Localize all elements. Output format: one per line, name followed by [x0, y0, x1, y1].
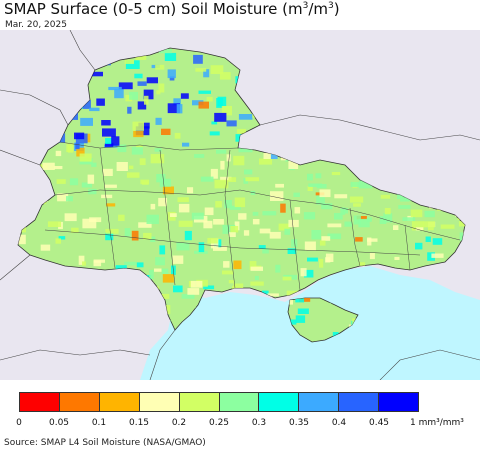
legend-swatch-5 — [219, 393, 260, 411]
legend-tick-8: 0.4 — [331, 418, 347, 428]
legend-swatch-1 — [59, 393, 100, 411]
region-borders — [44, 141, 461, 291]
legend-tick-4: 0.2 — [171, 418, 187, 428]
legend-swatch-2 — [99, 393, 140, 411]
neighbor-borders — [0, 30, 480, 380]
map-date: Mar. 20, 2025 — [5, 20, 67, 30]
colorbar-unit: 1 mm³/mm³ — [410, 418, 464, 428]
colorbar-ticks: 0 0.05 0.1 0.15 0.2 0.25 0.3 0.35 0.4 0.45 — [0, 418, 480, 432]
legend-tick-2: 0.1 — [91, 418, 107, 428]
legend-swatch-0 — [20, 393, 60, 411]
source-credit: Source: SMAP L4 Soil Moisture (NASA/GMAO… — [4, 438, 206, 448]
legend-swatch-4 — [179, 393, 220, 411]
map-title: SMAP Surface (0-5 cm) Soil Moisture (m3/… — [4, 0, 340, 18]
legend-swatch-6 — [259, 393, 300, 411]
legend-tick-0: 0 — [16, 418, 22, 428]
legend-tick-3: 0.15 — [128, 418, 150, 428]
legend-tick-5: 0.25 — [208, 418, 230, 428]
colorbar-legend — [19, 392, 419, 412]
soil-moisture-map — [0, 30, 480, 380]
legend-swatch-7 — [299, 393, 340, 411]
legend-swatch-9 — [379, 393, 419, 411]
legend-tick-7: 0.35 — [288, 418, 310, 428]
legend-tick-6: 0.3 — [251, 418, 267, 428]
legend-swatch-8 — [339, 393, 380, 411]
legend-tick-1: 0.05 — [48, 418, 70, 428]
legend-swatch-3 — [139, 393, 180, 411]
legend-tick-9: 0.45 — [368, 418, 390, 428]
